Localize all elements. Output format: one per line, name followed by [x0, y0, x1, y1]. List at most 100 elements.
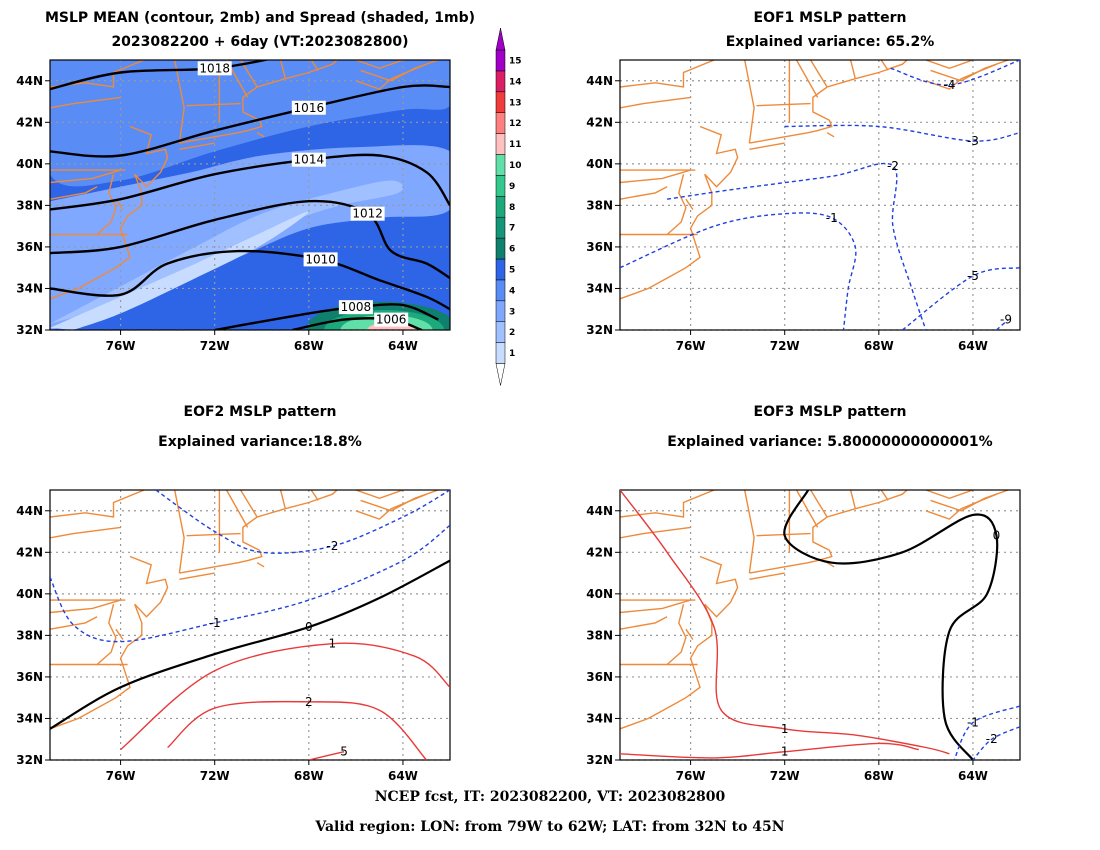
x-tick-label: 72W — [770, 769, 800, 783]
x-tick-label: 72W — [770, 339, 800, 353]
coastline — [925, 493, 997, 520]
x-tick-label: 76W — [676, 769, 706, 783]
coastline — [749, 142, 785, 150]
colorbar-label: 13 — [509, 98, 522, 108]
colorbar-swatch — [495, 300, 506, 322]
colorbar-swatch — [495, 49, 506, 72]
panel-2-contours — [50, 490, 450, 760]
colorbar-label: 7 — [509, 224, 515, 234]
contour-label: -1 — [967, 716, 979, 730]
coastline — [826, 132, 835, 138]
panel-0-contour-labels: 1018 1016 1014 1012 1010 1008 1006 — [197, 61, 409, 327]
contour-label: 1012 — [352, 207, 383, 221]
coastline — [749, 490, 908, 574]
y-tick-label: 34N — [16, 281, 43, 295]
coastline — [50, 599, 121, 614]
contour-label: -1 — [209, 616, 221, 630]
contour-label-box — [303, 252, 338, 267]
y-tick-label: 42N — [16, 545, 43, 559]
y-tick-label: 32N — [16, 753, 43, 767]
x-tick-label: 68W — [294, 339, 324, 353]
colorbar-label: 14 — [509, 77, 522, 87]
coastline — [355, 493, 427, 520]
contour-label: 1014 — [294, 153, 325, 167]
coastline — [666, 174, 687, 236]
coastline — [50, 555, 169, 730]
colorbar-label: 12 — [509, 119, 522, 129]
eof2-title-line2: Explained variance:18.8% — [158, 434, 362, 450]
colorbar-label: 4 — [509, 286, 515, 296]
coastline — [355, 490, 404, 500]
contour-line — [50, 559, 450, 730]
y-tick-label: 40N — [586, 587, 613, 601]
contour-line — [620, 742, 919, 759]
coastline — [749, 572, 785, 580]
coastline — [355, 60, 404, 70]
y-tick-label: 36N — [16, 670, 43, 684]
coastline — [744, 490, 755, 574]
colorbar-label: 9 — [509, 182, 515, 192]
coastline — [620, 169, 691, 184]
coastline — [620, 599, 691, 614]
panel-2-coastlines — [50, 490, 439, 730]
y-tick-label: 34N — [16, 711, 43, 725]
spread-level-1-band — [50, 211, 309, 330]
panel-1-contours — [620, 60, 1020, 330]
coastline — [620, 96, 691, 109]
x-tick-label: 76W — [676, 339, 706, 353]
eof3-title-line2: Explained variance: 5.80000000000001% — [667, 434, 993, 450]
mean-title-line1: MSLP MEAN (contour, 2mb) and Spread (sha… — [45, 10, 475, 26]
y-tick-label: 42N — [16, 115, 43, 129]
coastline — [179, 490, 338, 574]
colorbar-label: 5 — [509, 265, 515, 275]
panel-1-contour-labels: -1 -2 -3 -4 -5 -9 — [826, 78, 1012, 327]
colorbar-swatch — [495, 112, 506, 134]
panel-2-frame — [49, 489, 451, 761]
contour-label: 5 — [340, 745, 348, 759]
contour-line — [292, 317, 423, 330]
mean-shading — [50, 60, 450, 330]
coastline — [50, 60, 145, 88]
coastline — [174, 60, 185, 144]
contour-line — [167, 700, 428, 760]
mean-title-line2: 2023082200 + 6day (VT:2023082800) — [111, 34, 409, 50]
contour-label: -2 — [326, 539, 338, 553]
panel-3-coastlines — [620, 490, 1009, 730]
colorbar-swatch — [495, 321, 506, 343]
eof1-title-line2: Explained variance: 65.2% — [725, 34, 935, 50]
contour-line — [996, 319, 1009, 330]
colorbar-label: 1 — [509, 349, 515, 359]
colorbar-swatch — [495, 91, 506, 113]
y-tick-label: 42N — [586, 545, 613, 559]
coastline — [50, 96, 121, 109]
colorbar-swatch — [495, 258, 506, 281]
coastline — [310, 60, 319, 71]
contour-label: -1 — [826, 211, 838, 225]
contour-line — [50, 249, 450, 311]
colorbar-swatch — [495, 154, 506, 176]
panel-0-frame — [49, 59, 451, 331]
colorbar-label: 11 — [509, 140, 522, 150]
contour-line — [783, 490, 999, 760]
contour-line — [972, 726, 1020, 760]
coastline — [96, 174, 117, 236]
coastline — [96, 604, 117, 666]
coastline — [355, 63, 427, 90]
contour-line — [50, 199, 450, 280]
y-tick-label: 38N — [16, 628, 43, 642]
colorbar-label: 8 — [509, 203, 515, 213]
y-tick-label: 32N — [586, 323, 613, 337]
eof1-title-line1: EOF1 MSLP pattern — [753, 10, 907, 26]
contour-label: -2 — [887, 159, 899, 173]
coastline — [279, 60, 286, 79]
colorbar-label: 15 — [509, 56, 522, 66]
coastline — [795, 490, 819, 528]
coastline — [826, 562, 835, 568]
colorbar-swatch — [495, 196, 506, 218]
coastline — [925, 490, 974, 500]
panel-2-grid — [50, 490, 450, 761]
coastline — [925, 60, 974, 70]
spread-level-2-band — [50, 180, 404, 324]
x-tick-label: 76W — [106, 339, 136, 353]
coastline — [310, 490, 319, 501]
